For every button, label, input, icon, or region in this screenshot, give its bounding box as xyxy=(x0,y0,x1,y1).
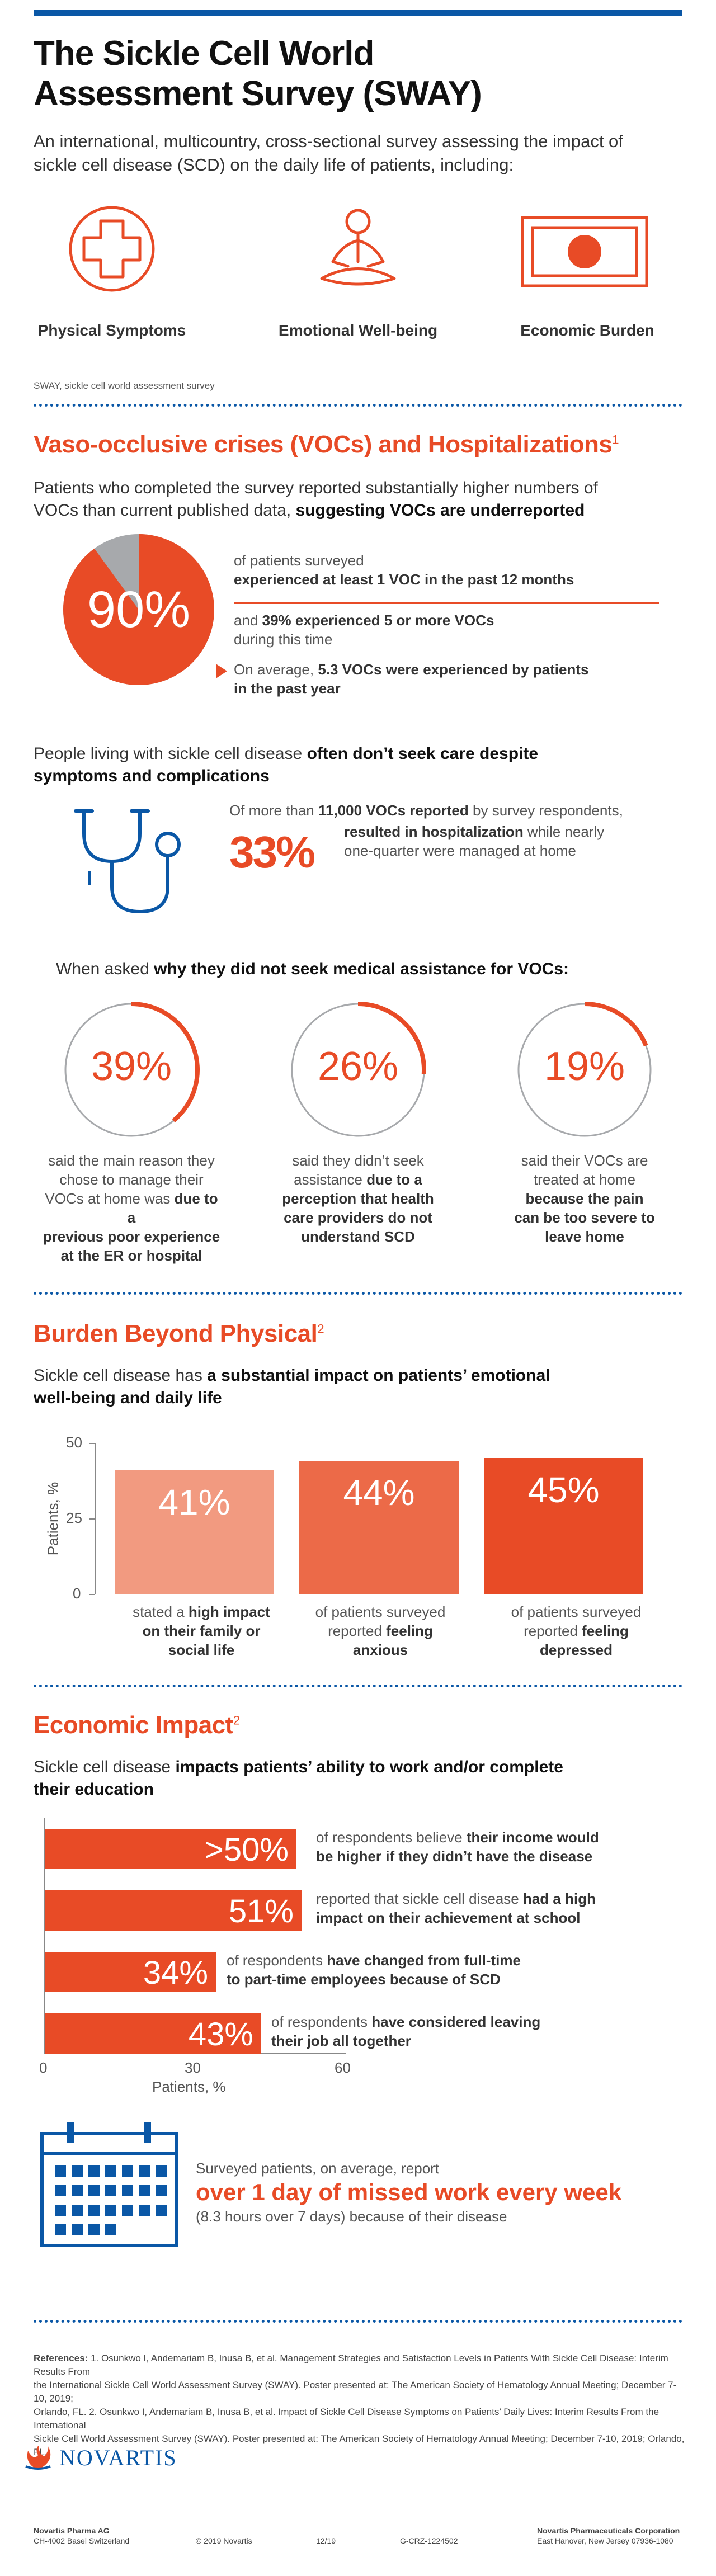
banknote-icon xyxy=(520,215,649,291)
hospitalization-text: Of more than 11,000 VOCs reported by sur… xyxy=(229,802,623,819)
bar-1-caption: stated a high impact on their family or … xyxy=(133,1603,270,1658)
ring-2-arc xyxy=(357,1002,426,1074)
burden-bar-1: 41% xyxy=(115,1470,274,1594)
ring-stat-2: 26% xyxy=(288,1000,428,1140)
economic-bar-4: 43% xyxy=(45,2013,261,2054)
burden-subtitle: Sickle cell disease has a substantial im… xyxy=(34,1366,550,1407)
hbar-2-text: reported that sickle cell disease had a … xyxy=(316,1890,596,1926)
section-divider xyxy=(34,404,682,407)
section-divider xyxy=(34,1292,682,1295)
voc-section-title: Vaso-occlusive crises (VOCs) and Hospita… xyxy=(34,431,619,458)
page-title: The Sickle Cell World Assessment Survey … xyxy=(34,34,482,113)
ring-3-value: 19% xyxy=(544,1044,625,1089)
pie-label: 90% xyxy=(87,581,191,638)
footer-right: Novartis Pharmaceuticals Corporation Eas… xyxy=(537,2526,680,2545)
economic-bar-4-value: 43% xyxy=(188,2016,253,2053)
y-tick-50: 50 xyxy=(66,1434,82,1451)
hospitalization-text-2: resulted in hospitalization while nearly… xyxy=(344,823,605,859)
economic-bar-2-value: 51% xyxy=(228,1893,294,1929)
economic-section-title: Economic Impact2 xyxy=(34,1711,240,1739)
economic-subtitle: Sickle cell disease impacts patients’ ab… xyxy=(34,1758,563,1799)
footer-date: 12/19 xyxy=(316,2536,336,2545)
burden-section-title: Burden Beyond Physical2 xyxy=(34,1320,324,1347)
economic-bar-chart: >50% 51% 34% 43% of respondents believe the… xyxy=(0,1818,716,2095)
ring-2-svg xyxy=(291,1002,426,1137)
hospitalization-percent: 33% xyxy=(229,827,315,877)
x-tick-60: 60 xyxy=(335,2059,351,2076)
burden-bar-3: 45% xyxy=(484,1458,643,1594)
x-axis-line xyxy=(44,1818,45,2053)
footer-copyright: © 2019 Novartis xyxy=(196,2536,252,2545)
section-divider xyxy=(34,2320,682,2323)
hbar-4-text: of respondents have considered leaving t… xyxy=(271,2013,541,2049)
economic-bar-1-value: >50% xyxy=(205,1832,289,1868)
economic-bar-1: >50% xyxy=(45,1829,296,1869)
top-accent-bar xyxy=(34,10,682,16)
voc-stat-divider xyxy=(234,602,659,604)
voc-stat-1: of patients surveyed experienced at leas… xyxy=(234,552,574,588)
burden-bar-3-value: 45% xyxy=(527,1470,600,1510)
ring-2-value: 26% xyxy=(317,1044,399,1089)
medical-cross-icon xyxy=(67,204,157,296)
y-tick-25: 25 xyxy=(66,1509,82,1526)
calendar-icon xyxy=(39,2120,179,2251)
ring-1-value: 39% xyxy=(91,1044,172,1089)
economic-burden-label: Economic Burden xyxy=(520,322,654,339)
pie-svg xyxy=(63,534,214,685)
burden-bar-2: 44% xyxy=(299,1461,459,1594)
burden-bar-1-value: 41% xyxy=(158,1482,230,1522)
ring-3-svg xyxy=(517,1002,652,1137)
novartis-flame-icon xyxy=(25,2445,51,2470)
meditation-icon xyxy=(302,206,414,298)
pie-slice-main xyxy=(63,534,214,685)
bar-2-caption: of patients surveyed reported feeling an… xyxy=(315,1603,446,1658)
y-axis-label: Patients, % xyxy=(44,1482,62,1556)
economic-bar-3-value: 34% xyxy=(143,1955,208,1991)
footer-code: G-CRZ-1224502 xyxy=(400,2536,458,2545)
y-tick-mark-50 xyxy=(90,1443,95,1444)
ring-stat-3: 19% xyxy=(515,1000,654,1140)
voc-subtitle: Patients who completed the survey report… xyxy=(34,479,598,520)
intro-text: An international, multicountry, cross-se… xyxy=(34,131,623,174)
ring-3-arc xyxy=(584,1002,648,1047)
ring-stat-1: 39% xyxy=(62,1000,201,1140)
x-tick-0: 0 xyxy=(39,2059,48,2076)
care-heading: People living with sickle cell disease o… xyxy=(34,744,539,785)
ring-1-arc xyxy=(131,1002,200,1122)
voc-pie-chart: 90% xyxy=(60,531,217,688)
references: References: 1. Osunkwo I, Andemariam B, … xyxy=(34,2353,685,2457)
triangle-bullet-icon xyxy=(216,664,227,678)
emotional-wellbeing-label: Emotional Well-being xyxy=(278,322,438,339)
economic-bar-3: 34% xyxy=(45,1952,216,1992)
section-divider xyxy=(34,1685,682,1687)
novartis-logo: NOVARTIS xyxy=(22,2444,177,2471)
y-tick-mark-25 xyxy=(90,1518,95,1520)
burden-bar-2-value: 44% xyxy=(343,1473,415,1513)
voc-stat-2: and 39% experienced 5 or more VOCs durin… xyxy=(234,612,494,648)
sway-footnote: SWAY, sickle cell world assessment surve… xyxy=(34,380,215,391)
ring-3-caption: said their VOCs are treated at home beca… xyxy=(514,1152,655,1245)
burden-bar-chart: 50 25 0 Patients, % 41% 44% 45% stated a h… xyxy=(0,1432,716,1667)
hbar-1-text: of respondents believe their income woul… xyxy=(316,1829,599,1865)
novartis-wordmark: NOVARTIS xyxy=(59,2445,177,2470)
y-axis-line xyxy=(95,1443,96,1594)
y-tick-0: 0 xyxy=(73,1585,81,1602)
bar-3-caption: of patients surveyed reported feeling de… xyxy=(511,1603,642,1658)
physical-symptoms-label: Physical Symptoms xyxy=(37,322,186,339)
ring-1-caption: said the main reason they chose to manag… xyxy=(43,1152,220,1264)
ring-2-caption: said they didn’t seek assistance due to … xyxy=(282,1152,434,1245)
seek-assistance-heading: When asked why they did not seek medical… xyxy=(56,960,569,978)
hbar-3-text: of respondents have changed from full-ti… xyxy=(227,1952,521,1988)
y-tick-mark-0 xyxy=(90,1594,95,1595)
missed-work-stat: Surveyed patients, on average, report ov… xyxy=(196,2160,622,2225)
footer-left: Novartis Pharma AG CH-4002 Basel Switzer… xyxy=(34,2526,130,2545)
x-tick-30: 30 xyxy=(185,2059,201,2076)
x-axis-label: Patients, % xyxy=(152,2078,226,2095)
ring-1-svg xyxy=(64,1002,200,1137)
stethoscope-icon xyxy=(62,794,207,931)
economic-bar-2: 51% xyxy=(45,1890,302,1931)
voc-stat-3: On average, 5.3 VOCs were experienced by… xyxy=(234,661,589,697)
